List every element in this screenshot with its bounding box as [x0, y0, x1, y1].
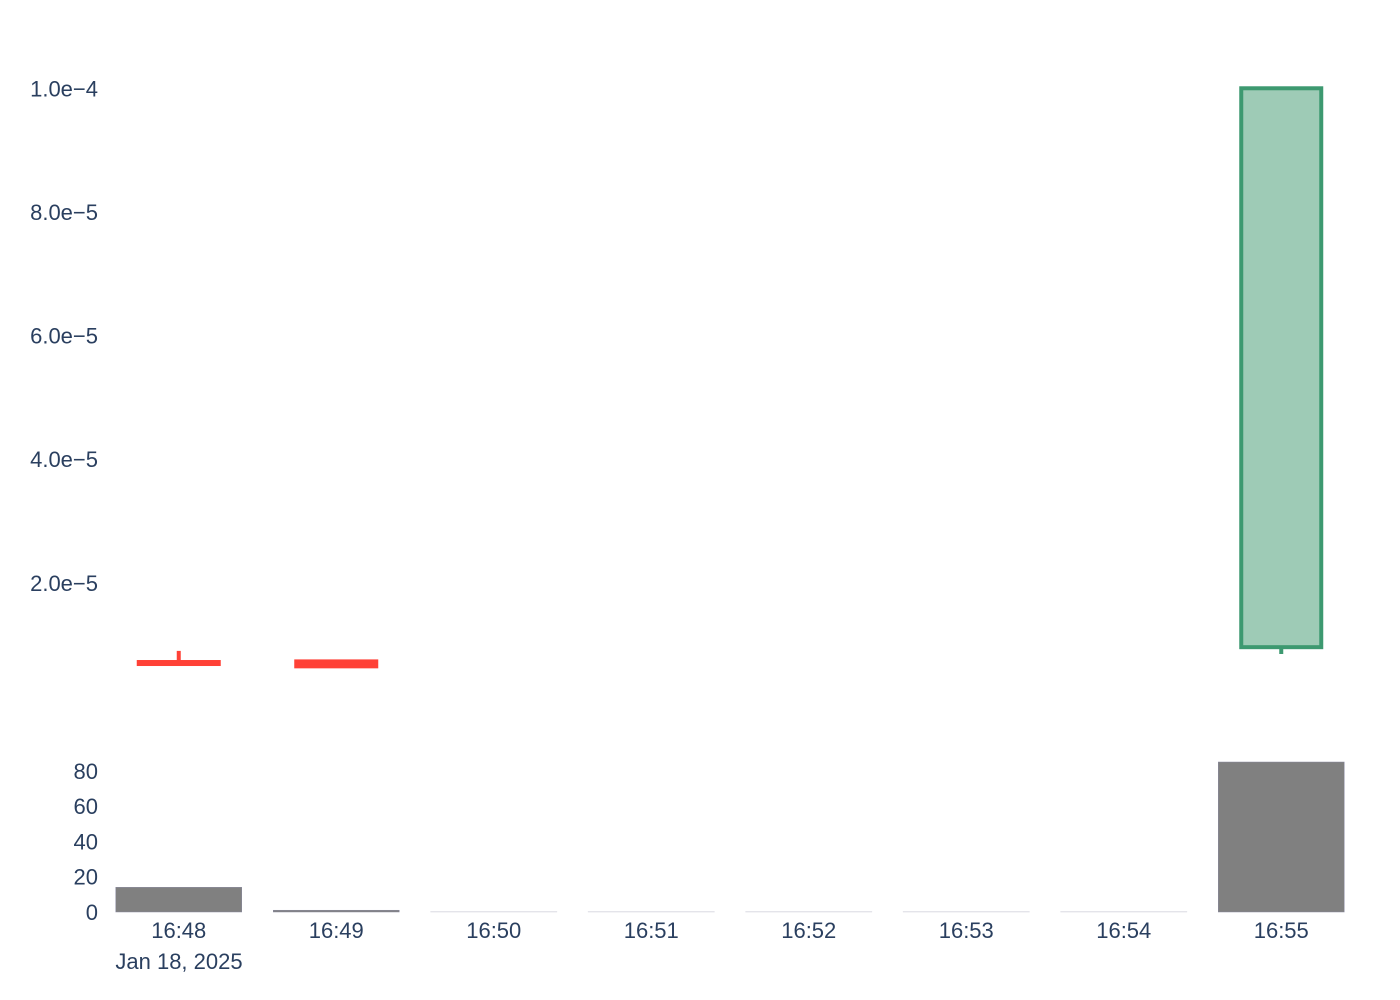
volume-y-tick-label: 0	[86, 900, 98, 925]
price-y-tick-label: 1.0e−4	[30, 76, 98, 101]
x-tick-label: 16:52	[781, 918, 836, 943]
volume-y-tick-label: 60	[74, 794, 98, 819]
x-axis: Jan 18, 2025 16:48 16:49 16:50 16:51 16:52 16…	[115, 918, 1308, 974]
price-y-axis: 2.0e−5 4.0e−5 6.0e−5 8.0e−5 1.0e−4	[30, 76, 98, 596]
candle	[1239, 86, 1324, 654]
x-tick-label: 16:53	[939, 918, 994, 943]
volume-bar	[273, 909, 400, 913]
volume-y-tick-label: 80	[74, 759, 98, 784]
volume-bar	[430, 911, 558, 913]
x-tick-label: 16:54	[1096, 918, 1151, 943]
price-panel	[136, 86, 1324, 669]
volume-bar	[587, 911, 715, 913]
volume-bar	[115, 887, 242, 913]
candle-body	[294, 659, 379, 669]
volume-y-axis: 0 20 40 60 80	[74, 759, 98, 925]
volume-y-tick-label: 40	[74, 829, 98, 854]
x-tick-label: 16:50	[466, 918, 521, 943]
price-y-tick-label: 2.0e−5	[30, 571, 98, 596]
volume-bar	[1218, 761, 1345, 913]
volume-bar	[902, 911, 1030, 913]
candle	[294, 659, 379, 669]
price-y-tick-label: 8.0e−5	[30, 200, 98, 225]
x-tick-label: 16:55	[1254, 918, 1309, 943]
x-tick-label: 16:49	[309, 918, 364, 943]
volume-panel	[115, 761, 1345, 913]
volume-y-tick-label: 20	[74, 865, 98, 890]
candle	[136, 650, 221, 667]
candle-body	[136, 660, 221, 667]
volume-bar	[745, 911, 873, 913]
x-tick-label: 16:48	[151, 918, 206, 943]
candle-body	[1239, 86, 1324, 650]
price-y-tick-label: 4.0e−5	[30, 447, 98, 472]
price-y-tick-label: 6.0e−5	[30, 324, 98, 349]
x-tick-label: 16:51	[624, 918, 679, 943]
volume-bar	[1060, 911, 1188, 913]
x-date-label: Jan 18, 2025	[115, 949, 242, 974]
